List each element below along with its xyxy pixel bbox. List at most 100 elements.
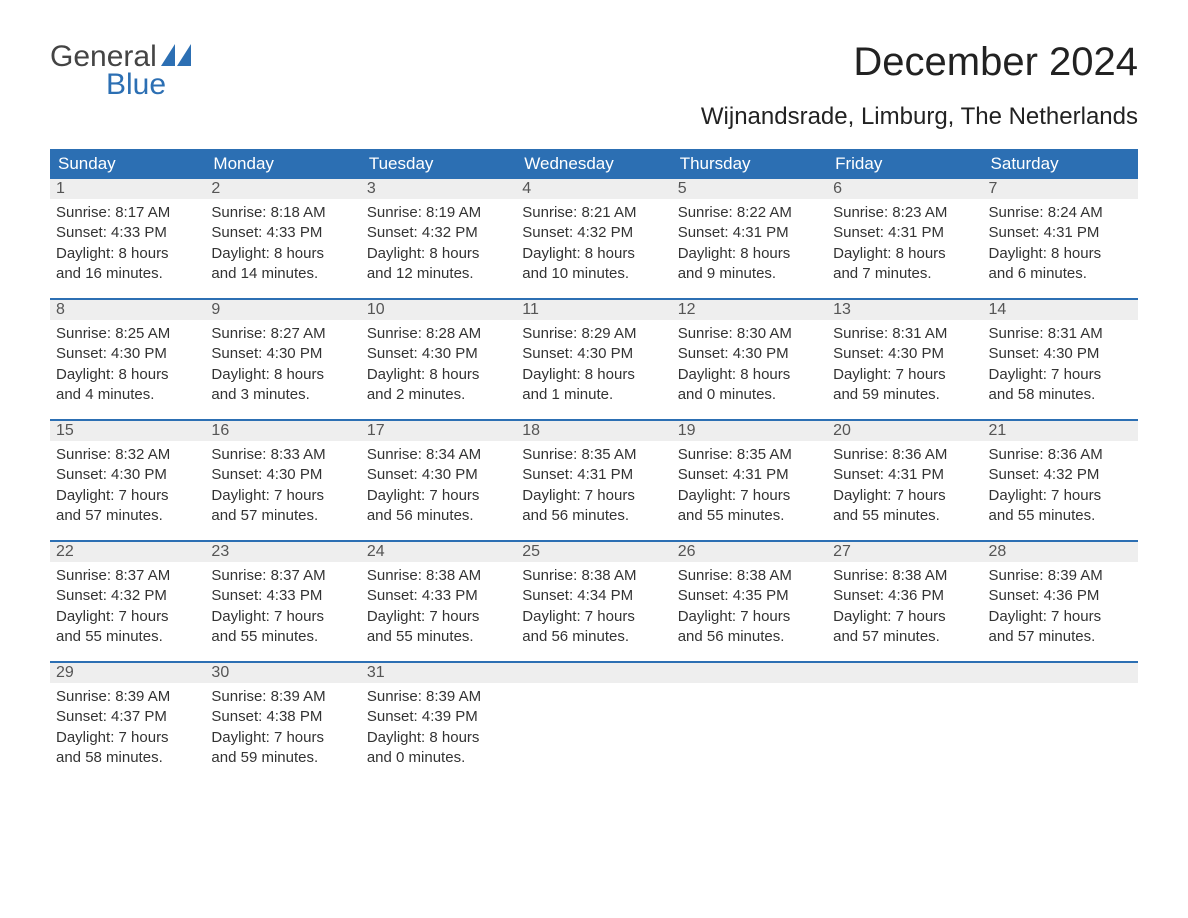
- day-cell: Sunrise: 8:37 AMSunset: 4:33 PMDaylight:…: [205, 562, 360, 647]
- day-sunset: Sunset: 4:31 PM: [833, 465, 976, 485]
- day-sunrise: Sunrise: 8:35 AM: [678, 445, 821, 465]
- day-cell: Sunrise: 8:18 AMSunset: 4:33 PMDaylight:…: [205, 199, 360, 284]
- day-number: 8: [50, 300, 205, 320]
- day-number: 30: [205, 663, 360, 683]
- day-sunrise: Sunrise: 8:32 AM: [56, 445, 199, 465]
- day-number: 25: [516, 542, 671, 562]
- day-sunrise: Sunrise: 8:31 AM: [833, 324, 976, 344]
- day-sunset: Sunset: 4:30 PM: [367, 465, 510, 485]
- day-sunset: Sunset: 4:36 PM: [833, 586, 976, 606]
- day-sunrise: Sunrise: 8:36 AM: [989, 445, 1132, 465]
- day-sunrise: Sunrise: 8:37 AM: [56, 566, 199, 586]
- day-sunset: Sunset: 4:30 PM: [56, 344, 199, 364]
- day-number: 23: [205, 542, 360, 562]
- location: Wijnandsrade, Limburg, The Netherlands: [701, 103, 1138, 131]
- week-row: 15161718192021 Sunrise: 8:32 AM Sunset: 4:…: [50, 419, 1138, 526]
- day-d2: and 55 minutes.: [833, 506, 976, 526]
- day-sunset: Sunset: 4:35 PM: [678, 586, 821, 606]
- day-sunrise: Sunrise: 8:17 AM: [56, 203, 199, 223]
- day-sunrise: Sunrise: 8:39 AM: [367, 687, 510, 707]
- day-cell: Sunrise: 8:38 AMSunset: 4:34 PMDaylight:…: [516, 562, 671, 647]
- logo: General Blue: [50, 40, 201, 102]
- day-cell: Sunrise: 8:33 AMSunset: 4:30 PMDaylight:…: [205, 441, 360, 526]
- calendar: Sunday Monday Tuesday Wednesday Thursday…: [50, 149, 1138, 768]
- day-sunrise: Sunrise: 8:34 AM: [367, 445, 510, 465]
- day-d2: and 3 minutes.: [211, 385, 354, 405]
- daynum-row: 293031: [50, 663, 1138, 683]
- day-d2: and 56 minutes.: [522, 627, 665, 647]
- day-d2: and 55 minutes.: [56, 627, 199, 647]
- day-d2: and 16 minutes.: [56, 264, 199, 284]
- day-d2: and 56 minutes.: [367, 506, 510, 526]
- day-cell: Sunrise: 8:27 AMSunset: 4:30 PMDaylight:…: [205, 320, 360, 405]
- day-sunset: Sunset: 4:36 PM: [989, 586, 1132, 606]
- day-number: 29: [50, 663, 205, 683]
- day-number: 22: [50, 542, 205, 562]
- day-cell: Sunrise: 8:39 AMSunset: 4:39 PMDaylight:…: [361, 683, 516, 768]
- daynum-row: 15161718192021: [50, 421, 1138, 441]
- day-sunrise: Sunrise: 8:30 AM: [678, 324, 821, 344]
- day-cell: Sunrise: 8:37 AMSunset: 4:32 PMDaylight:…: [50, 562, 205, 647]
- day-sunset: Sunset: 4:33 PM: [367, 586, 510, 606]
- day-header-row: Sunday Monday Tuesday Wednesday Thursday…: [50, 149, 1138, 179]
- day-d1: Daylight: 7 hours: [989, 486, 1132, 506]
- day-sunset: Sunset: 4:30 PM: [367, 344, 510, 364]
- daydata-row: Sunrise: 8:39 AMSunset: 4:37 PMDaylight:…: [50, 683, 1138, 768]
- day-number: 18: [516, 421, 671, 441]
- dayhead-tue: Tuesday: [361, 149, 516, 179]
- day-d1: Daylight: 8 hours: [367, 365, 510, 385]
- day-sunrise: Sunrise: 8:39 AM: [211, 687, 354, 707]
- day-d2: and 55 minutes.: [989, 506, 1132, 526]
- day-sunrise: Sunrise: 8:38 AM: [678, 566, 821, 586]
- day-d2: and 4 minutes.: [56, 385, 199, 405]
- day-d2: and 57 minutes.: [211, 506, 354, 526]
- day-d1: Daylight: 8 hours: [989, 244, 1132, 264]
- day-d2: and 9 minutes.: [678, 264, 821, 284]
- day-sunset: Sunset: 4:31 PM: [522, 465, 665, 485]
- day-d1: Daylight: 8 hours: [56, 244, 199, 264]
- day-number: [672, 663, 827, 683]
- day-d2: and 55 minutes.: [678, 506, 821, 526]
- day-d1: Daylight: 8 hours: [367, 244, 510, 264]
- day-number: 28: [983, 542, 1138, 562]
- title-block: December 2024 Wijnandsrade, Limburg, The…: [701, 40, 1138, 131]
- day-sunset: Sunset: 4:32 PM: [522, 223, 665, 243]
- day-d2: and 1 minute.: [522, 385, 665, 405]
- day-d1: Daylight: 7 hours: [367, 486, 510, 506]
- day-d1: Daylight: 7 hours: [833, 365, 976, 385]
- week-row: 22232425262728Sunrise: 8:37 AMSunset: 4:…: [50, 540, 1138, 647]
- day-sunrise: Sunrise: 8:21 AM: [522, 203, 665, 223]
- day-sunrise: Sunrise: 8:36 AM: [833, 445, 976, 465]
- day-d2: and 0 minutes.: [367, 748, 510, 768]
- day-d1: Daylight: 8 hours: [56, 365, 199, 385]
- day-d1: Daylight: 7 hours: [678, 607, 821, 627]
- day-cell: [827, 683, 982, 768]
- day-sunset: Sunset: 4:32 PM: [56, 586, 199, 606]
- day-sunset: Sunset: 4:31 PM: [833, 223, 976, 243]
- day-d1: Daylight: 7 hours: [522, 607, 665, 627]
- day-cell: Sunrise: 8:22 AMSunset: 4:31 PMDaylight:…: [672, 199, 827, 284]
- day-sunset: Sunset: 4:32 PM: [367, 223, 510, 243]
- day-d1: Daylight: 7 hours: [211, 486, 354, 506]
- day-number: 11: [516, 300, 671, 320]
- day-cell: Sunrise: 8:28 AMSunset: 4:30 PMDaylight:…: [361, 320, 516, 405]
- day-cell: Sunrise: 8:38 AMSunset: 4:35 PMDaylight:…: [672, 562, 827, 647]
- dayhead-mon: Monday: [205, 149, 360, 179]
- day-sunrise: Sunrise: 8:19 AM: [367, 203, 510, 223]
- day-number: 31: [361, 663, 516, 683]
- day-sunset: Sunset: 4:34 PM: [522, 586, 665, 606]
- day-d1: Daylight: 7 hours: [367, 607, 510, 627]
- day-d1: Daylight: 7 hours: [833, 486, 976, 506]
- day-sunrise: Sunrise: 8:38 AM: [522, 566, 665, 586]
- header: General Blue December 2024 Wijnandsrade,…: [50, 40, 1138, 131]
- day-d1: Daylight: 7 hours: [56, 728, 199, 748]
- day-sunset: Sunset: 4:39 PM: [367, 707, 510, 727]
- day-number: 16: [205, 421, 360, 441]
- day-number: 5: [672, 179, 827, 199]
- day-d2: and 59 minutes.: [833, 385, 976, 405]
- week-row: 293031Sunrise: 8:39 AMSunset: 4:37 PMDay…: [50, 661, 1138, 768]
- day-d1: Daylight: 7 hours: [56, 486, 199, 506]
- day-cell: Sunrise: 8:39 AMSunset: 4:38 PMDaylight:…: [205, 683, 360, 768]
- day-cell: Sunrise: 8:38 AMSunset: 4:36 PMDaylight:…: [827, 562, 982, 647]
- day-number: 2: [205, 179, 360, 199]
